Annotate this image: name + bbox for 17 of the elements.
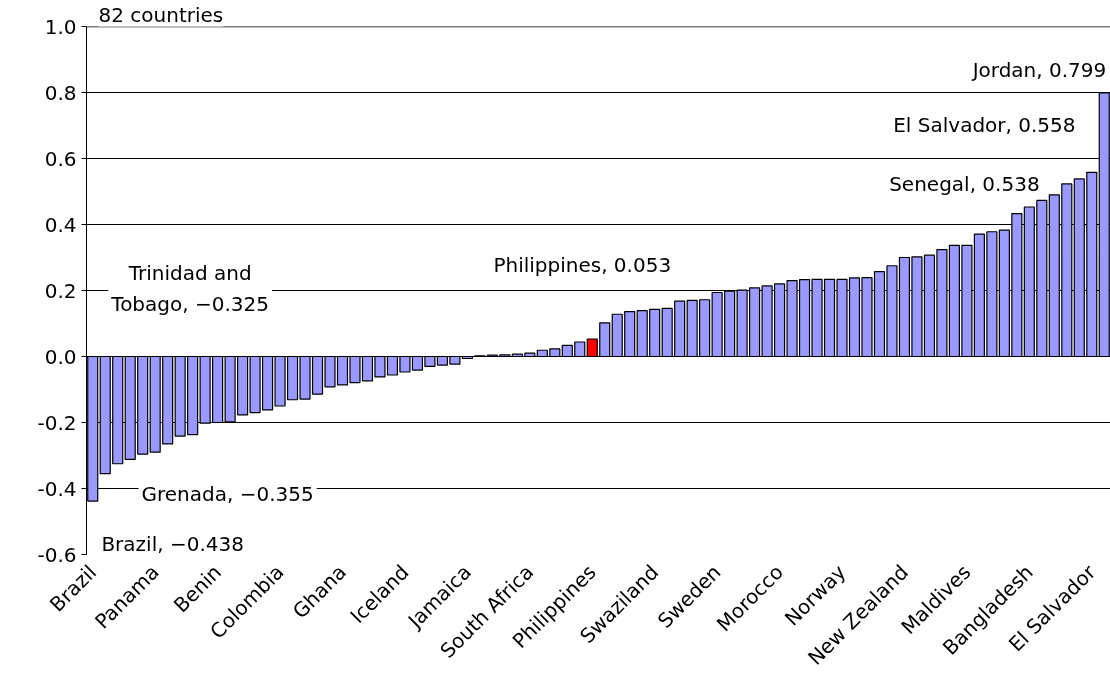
annotation: El Salvador, 0.558 — [893, 112, 1076, 137]
y-tick-label: 0.2 — [44, 278, 77, 303]
text: 82 countries — [98, 2, 224, 27]
y-tick-label: -0.6 — [37, 542, 77, 567]
y-tick-label: 0.6 — [44, 146, 77, 171]
annotation: Brazil, −0.438 — [101, 531, 244, 556]
y-tick-label: 0.0 — [44, 344, 77, 369]
y-tick-label: 0.8 — [44, 80, 77, 105]
y-tick-label: 0.4 — [44, 212, 77, 237]
annotation: Senegal, 0.538 — [889, 171, 1040, 196]
annotation: Trinidad and Tobago, −0.325 — [110, 260, 269, 317]
annotation: Grenada, −0.355 — [141, 482, 314, 507]
y-tick-label: -0.4 — [37, 476, 77, 501]
y-tick-label: -0.2 — [37, 410, 77, 435]
y-tick-label: 1.0 — [44, 14, 77, 39]
annotation: Philippines, 0.053 — [493, 252, 672, 277]
annotation: Jordan, 0.799 — [970, 58, 1107, 83]
